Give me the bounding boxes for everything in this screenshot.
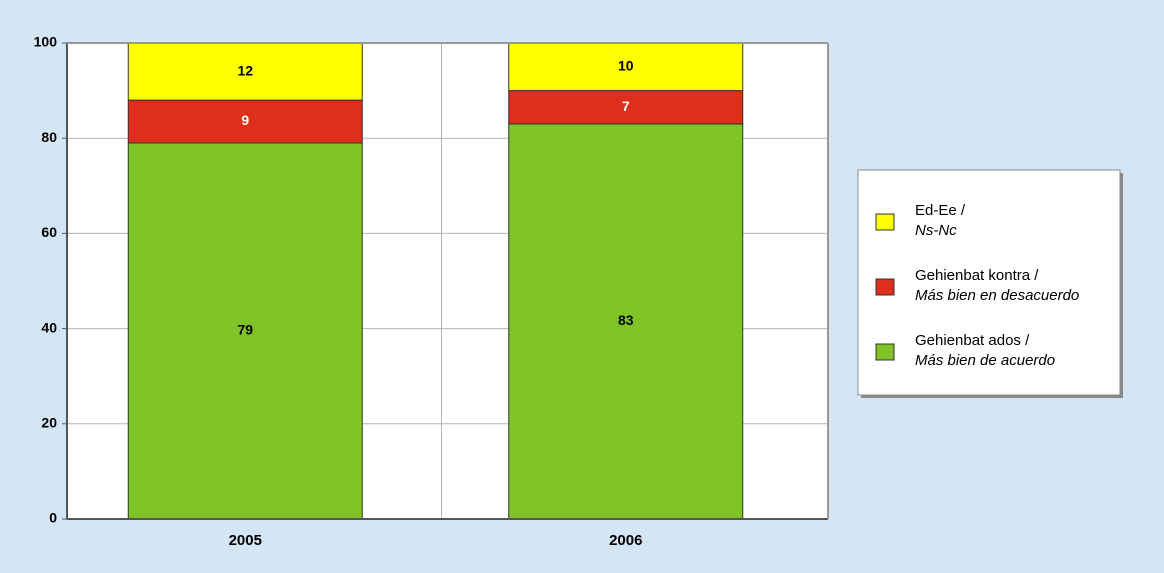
data-label: 79 — [237, 322, 253, 338]
x-tick-label: 2006 — [609, 532, 642, 549]
legend-label: Más bien en desacuerdo — [915, 287, 1079, 304]
data-label: 12 — [237, 62, 253, 78]
y-tick-label: 80 — [41, 129, 57, 145]
legend-label: Ns-Nc — [915, 222, 957, 239]
y-tick-label: 0 — [49, 510, 57, 526]
data-label: 10 — [618, 58, 634, 74]
bar-segment — [508, 42, 744, 92]
legend-label: Gehienbat ados / — [915, 332, 1030, 349]
data-label: 9 — [241, 112, 249, 128]
legend-box — [857, 169, 1121, 396]
legend-label: Gehienbat kontra / — [915, 267, 1039, 284]
y-tick-label: 100 — [34, 34, 58, 50]
legend-label: Ed-Ee / — [915, 202, 966, 219]
legend-swatch — [875, 343, 895, 361]
x-tick-label: 2005 — [229, 532, 262, 549]
bar-segment — [127, 42, 363, 101]
legend-label: Más bien de acuerdo — [915, 352, 1055, 369]
bar-segment — [508, 123, 744, 520]
bar-segment — [127, 99, 363, 144]
y-tick-label: 20 — [41, 415, 57, 431]
data-label: 83 — [618, 312, 634, 328]
data-label: 7 — [622, 98, 630, 114]
bar-segment — [508, 90, 744, 125]
y-tick-label: 40 — [41, 319, 57, 335]
legend-swatch — [875, 278, 895, 296]
y-tick-label: 60 — [41, 224, 57, 240]
legend-swatch — [875, 213, 895, 231]
bar-segment — [127, 142, 363, 520]
